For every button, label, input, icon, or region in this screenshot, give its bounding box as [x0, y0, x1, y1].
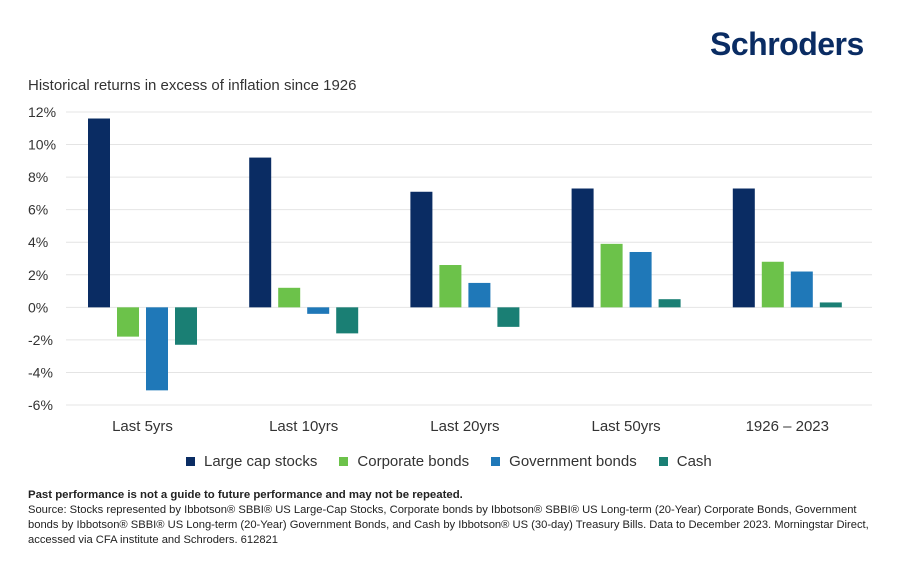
legend-item: Cash — [658, 453, 712, 470]
schroders-logo: Schroders — [710, 26, 864, 62]
legend-item: Large cap stocks — [186, 453, 317, 470]
y-tick-label: 12% — [28, 104, 56, 120]
bar-large-cap-stocks — [410, 191, 433, 308]
x-tick-label: Last 5yrs — [112, 418, 173, 435]
bar-corporate-bonds — [600, 243, 623, 308]
y-tick-label: -2% — [28, 332, 53, 348]
bar-large-cap-stocks — [88, 118, 110, 308]
bar-large-cap-stocks — [571, 188, 594, 308]
y-tick-label: 6% — [28, 202, 48, 218]
bar-large-cap-stocks — [249, 157, 272, 308]
x-tick-label: 1926 – 2023 — [746, 418, 829, 435]
legend-swatch — [491, 457, 501, 466]
bar-government-bonds — [307, 307, 330, 314]
bar-cash — [497, 307, 520, 327]
legend-label: Large cap stocks — [204, 453, 318, 470]
source-text: Source: Stocks represented by Ibbotson® … — [28, 504, 869, 546]
legend-label: Cash — [676, 453, 712, 470]
y-tick-label: -6% — [28, 397, 53, 413]
footnote: Past performance is not a guide to futur… — [28, 488, 878, 548]
y-tick-label: 0% — [28, 299, 48, 315]
legend-label: Corporate bonds — [357, 453, 470, 470]
bar-cash — [658, 299, 681, 308]
disclaimer-text: Past performance is not a guide to futur… — [28, 489, 463, 501]
bar-corporate-bonds — [278, 287, 301, 308]
bar-corporate-bonds — [117, 307, 139, 337]
bar-chart: 12% 10% 8% 6% 4% 2% 0% -2% -4% -6% Last 5yrs Last … — [28, 104, 872, 435]
bar-government-bonds — [629, 251, 652, 308]
bar-corporate-bonds — [439, 265, 462, 308]
legend-label: Government bonds — [509, 453, 637, 470]
y-tick-label: 2% — [28, 267, 48, 283]
y-tick-label: 8% — [28, 169, 48, 185]
legend-item: Corporate bonds — [339, 453, 469, 470]
bar-government-bonds — [146, 307, 168, 391]
bar-corporate-bonds — [761, 261, 784, 308]
chart-legend: Large cap stocks Corporate bonds Governmen… — [186, 453, 712, 470]
legend-swatch — [658, 457, 668, 466]
y-tick-label: 4% — [28, 234, 48, 250]
legend-item: Government bonds — [491, 453, 637, 470]
legend-swatch — [186, 457, 195, 466]
chart-title: Historical returns in excess of inflatio… — [28, 77, 357, 94]
x-tick-label: Last 10yrs — [269, 418, 338, 435]
legend-swatch — [339, 457, 349, 466]
x-tick-label: Last 50yrs — [591, 418, 660, 435]
bar-cash — [819, 302, 842, 308]
x-tick-label: Last 20yrs — [430, 418, 499, 435]
bar-government-bonds — [468, 282, 491, 308]
y-tick-label: 10% — [28, 137, 56, 153]
bar-government-bonds — [790, 271, 813, 308]
bar-cash — [175, 307, 197, 345]
bar-large-cap-stocks — [732, 188, 755, 308]
bar-cash — [336, 307, 359, 334]
y-tick-label: -4% — [28, 364, 53, 380]
